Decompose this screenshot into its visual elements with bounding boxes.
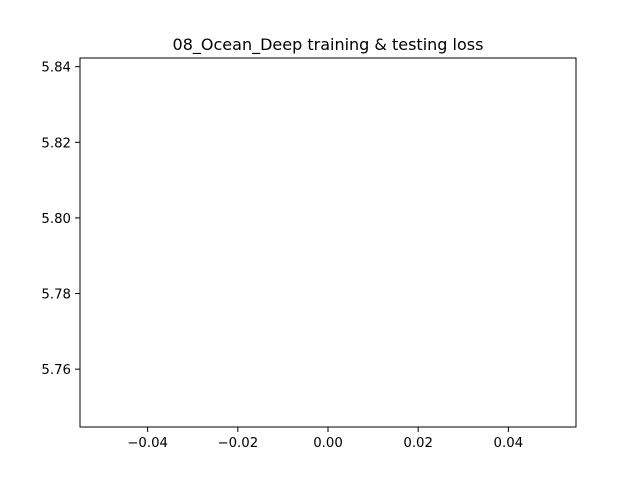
x-tick-label: 0.00 [313,436,343,451]
y-tick-label: 5.82 [41,136,71,151]
plot-area-frame [79,57,577,428]
y-tick-label: 5.78 [41,288,71,303]
x-tick-label: −0.04 [127,436,168,451]
x-axis-ticks: −0.04 −0.02 0.00 0.02 0.04 [127,427,523,451]
y-tick-label: 5.76 [41,363,71,378]
x-tick-label: 0.02 [403,436,433,451]
chart-title: 08_Ocean_Deep training & testing loss [173,35,484,55]
x-tick-label: −0.02 [217,436,258,451]
y-tick-label: 5.84 [41,61,71,76]
y-axis-ticks: 5.76 5.78 5.80 5.82 5.84 [41,61,80,378]
y-tick-label: 5.80 [41,212,71,227]
x-tick-label: 0.04 [494,436,524,451]
